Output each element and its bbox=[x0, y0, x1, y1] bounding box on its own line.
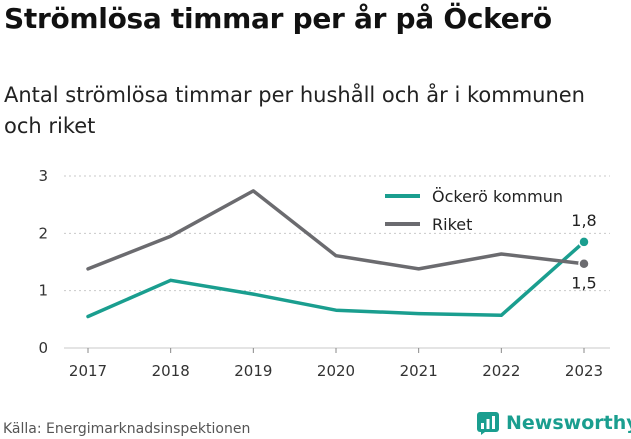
source-note: Källa: Energimarknadsinspektionen bbox=[3, 421, 251, 437]
x-tick-label: 2021 bbox=[400, 362, 438, 380]
brand-name: Newsworthy bbox=[506, 412, 631, 434]
legend-label: Öckerö kommun bbox=[432, 187, 563, 206]
y-tick-label: 1 bbox=[38, 282, 48, 300]
x-tick-label: 2020 bbox=[317, 362, 355, 380]
series-line bbox=[86, 189, 586, 271]
data-label: 1,5 bbox=[571, 274, 596, 293]
brand-logo: Newsworthy bbox=[476, 410, 631, 436]
y-tick-label: 3 bbox=[38, 167, 48, 185]
line-chart: 0 1 2 3 2017 2018 2019 2020 2021 2022 2023 1,8 1,5 Öc… bbox=[38, 167, 610, 380]
y-tick-label: 0 bbox=[38, 339, 48, 357]
x-tick-label: 2023 bbox=[565, 362, 603, 380]
chart-subtitle: Antal strömlösa timmar per hushåll och å… bbox=[4, 83, 585, 138]
y-tick-label: 2 bbox=[38, 224, 48, 242]
series-line bbox=[86, 240, 586, 319]
chart-title: Strömlösa timmar per år på Öckerö bbox=[4, 2, 552, 35]
x-tick-label: 2019 bbox=[234, 362, 272, 380]
newsworthy-logo-icon bbox=[477, 412, 499, 435]
legend-label: Riket bbox=[432, 215, 472, 234]
data-point bbox=[578, 236, 590, 248]
x-tick-label: 2018 bbox=[152, 362, 190, 380]
x-tick-label: 2022 bbox=[482, 362, 520, 380]
data-point bbox=[578, 257, 590, 270]
x-tick-label: 2017 bbox=[69, 362, 107, 380]
data-label: 1,8 bbox=[571, 211, 596, 230]
